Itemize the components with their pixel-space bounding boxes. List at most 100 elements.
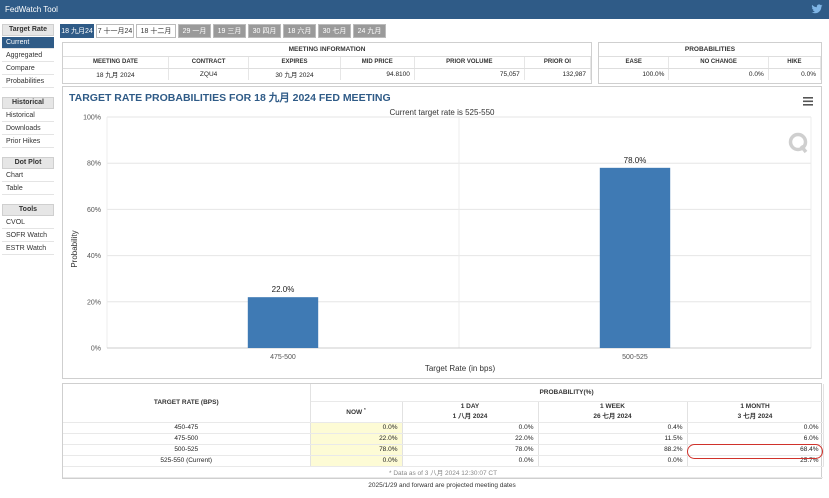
data-as-of-note: * Data as of 3 八月 2024 12:30:07 CT bbox=[63, 466, 824, 478]
meeting-info-title: MEETING INFORMATION bbox=[63, 43, 591, 57]
tab-meeting-4[interactable]: 29 一月25 bbox=[178, 24, 211, 49]
header-no-change: NO CHANGE bbox=[668, 57, 769, 69]
y-tick-label: 100% bbox=[83, 115, 101, 122]
x-tick-label: 500-525 bbox=[622, 354, 648, 361]
y-tick-label: 0% bbox=[91, 346, 101, 353]
probabilities-title: PROBABILITIES bbox=[599, 43, 821, 57]
probabilities-panel: PROBABILITIES EASE NO CHANGE HIKE 100.0%… bbox=[598, 42, 822, 84]
bar-data-label: 78.0% bbox=[624, 156, 647, 165]
header-contract: CONTRACT bbox=[168, 57, 250, 69]
projection-footnote: 2025/1/29 and forward are projected meet… bbox=[368, 482, 516, 489]
chart-subtitle: Current target rate is 525-550 bbox=[390, 108, 495, 117]
one-week-cell: 11.5% bbox=[538, 433, 688, 445]
header-ease: EASE bbox=[599, 57, 670, 69]
bar-475-500[interactable] bbox=[247, 297, 319, 348]
chart-title: TARGET RATE PROBABILITIES FOR 18 九月 2024… bbox=[69, 91, 391, 104]
y-tick-label: 80% bbox=[87, 161, 101, 168]
header-probability-group: PROBABILITY(%) bbox=[310, 384, 824, 402]
probability-chart: TARGET RATE PROBABILITIES FOR 18 九月 2024… bbox=[69, 91, 813, 373]
table-row: 450-475 0.0% 0.0% 0.4% 0.0% bbox=[63, 422, 824, 434]
chart-xlabel: Target Rate (in bps) bbox=[425, 364, 496, 373]
sidebar-heading-dot-plot: Dot Plot bbox=[2, 157, 54, 169]
header-hike: HIKE bbox=[768, 57, 822, 69]
tab-meeting-5[interactable]: 19 三月25 bbox=[213, 24, 246, 49]
y-tick-label: 40% bbox=[87, 253, 101, 260]
tab-meeting-1[interactable]: 18 九月24 bbox=[60, 24, 94, 38]
header-1-week: 1 WEEK 26 七月 2024 bbox=[538, 401, 688, 423]
now-cell: 0.0% bbox=[310, 422, 403, 434]
tab-meeting-9[interactable]: 24 九月25 bbox=[353, 24, 386, 49]
table-row: 500-525 78.0% 78.0% 88.2% 68.4% bbox=[63, 444, 824, 456]
hike-value: 0.0% bbox=[768, 68, 822, 80]
one-day-cell: 0.0% bbox=[402, 422, 539, 434]
app-title: FedWatch Tool bbox=[5, 5, 58, 14]
bar-data-label: 22.0% bbox=[272, 285, 295, 294]
expires-value: 30 九月 2024 bbox=[248, 68, 341, 80]
rate-cell: 500-525 bbox=[63, 444, 311, 456]
y-tick-label: 20% bbox=[87, 299, 101, 306]
one-day-cell: 0.0% bbox=[402, 455, 539, 467]
no-change-value: 0.0% bbox=[668, 68, 769, 80]
one-week-cell: 0.4% bbox=[538, 422, 688, 434]
one-day-cell: 78.0% bbox=[402, 444, 539, 456]
prior-volume-value: 75,057 bbox=[414, 68, 525, 80]
sidebar-item-cvol[interactable]: CVOL bbox=[2, 217, 54, 229]
title-bar: FedWatch Tool bbox=[0, 0, 829, 19]
chart-panel: TARGET RATE PROBABILITIES FOR 18 九月 2024… bbox=[62, 86, 822, 379]
one-month-cell: 0.0% bbox=[687, 422, 824, 434]
meeting-info-table: MEETING DATE CONTRACT EXPIRES MID PRICE … bbox=[63, 57, 592, 80]
now-note-mark: * bbox=[363, 406, 366, 412]
sidebar-item-estr-watch[interactable]: ESTR Watch bbox=[2, 243, 54, 255]
mid-price-value: 94.8100 bbox=[340, 68, 415, 80]
one-week-cell: 0.0% bbox=[538, 455, 688, 467]
rate-cell: 475-500 bbox=[63, 433, 311, 445]
sidebar-item-downloads[interactable]: Downloads bbox=[2, 123, 54, 135]
chart-ylabel: Probability bbox=[70, 230, 79, 267]
header-now: NOW * bbox=[310, 401, 403, 423]
sidebar-item-chart[interactable]: Chart bbox=[2, 170, 54, 182]
contract-value: ZQU4 bbox=[168, 68, 250, 80]
chart-menu-icon[interactable] bbox=[803, 97, 813, 106]
header-prior-oi: PRIOR OI bbox=[524, 57, 592, 69]
sidebar-item-historical[interactable]: Historical bbox=[2, 110, 54, 122]
sidebar-item-current[interactable]: Current bbox=[2, 37, 54, 49]
probability-table-panel: TARGET RATE (BPS) PROBABILITY(%) NOW * 1… bbox=[62, 383, 824, 479]
meeting-date-value: 18 九月 2024 bbox=[63, 68, 169, 80]
sidebar-heading-target-rate: Target Rate bbox=[2, 24, 54, 36]
rate-cell: 525-550 (Current) bbox=[63, 455, 311, 467]
now-cell: 0.0% bbox=[310, 455, 403, 467]
probabilities-table: EASE NO CHANGE HIKE 100.0% 0.0% 0.0% bbox=[599, 57, 822, 80]
sidebar-item-table[interactable]: Table bbox=[2, 183, 54, 195]
sidebar-item-compare[interactable]: Compare bbox=[2, 63, 54, 75]
sidebar-item-aggregated[interactable]: Aggregated bbox=[2, 50, 54, 62]
ease-value: 100.0% bbox=[599, 68, 670, 80]
now-cell: 78.0% bbox=[310, 444, 403, 456]
one-month-cell: 6.0% bbox=[687, 433, 824, 445]
tab-meeting-6[interactable]: 30 四月25 bbox=[248, 24, 281, 49]
tab-meeting-7[interactable]: 18 六月25 bbox=[283, 24, 316, 49]
sidebar: Target Rate Current Aggregated Compare P… bbox=[0, 22, 56, 492]
now-cell: 22.0% bbox=[310, 433, 403, 445]
tab-meeting-2[interactable]: 7 十一月24 bbox=[96, 24, 134, 38]
twitter-icon[interactable] bbox=[811, 3, 823, 15]
one-month-cell: 25.7% bbox=[687, 455, 824, 467]
table-row: 475-500 22.0% 22.0% 11.5% 6.0% bbox=[63, 433, 824, 445]
meeting-info-panel: MEETING INFORMATION MEETING DATE CONTRAC… bbox=[62, 42, 592, 84]
sidebar-item-prior-hikes[interactable]: Prior Hikes bbox=[2, 136, 54, 148]
table-row: 525-550 (Current) 0.0% 0.0% 0.0% 25.7% bbox=[63, 455, 824, 467]
highlight-annotation bbox=[687, 444, 823, 459]
prior-oi-value: 132,987 bbox=[524, 68, 592, 80]
sidebar-heading-tools: Tools bbox=[2, 204, 54, 216]
tab-meeting-8[interactable]: 30 七月25 bbox=[318, 24, 351, 49]
rate-cell: 450-475 bbox=[63, 422, 311, 434]
header-mid-price: MID PRICE bbox=[340, 57, 415, 69]
probability-table: TARGET RATE (BPS) PROBABILITY(%) NOW * 1… bbox=[63, 384, 824, 478]
bar-500-525[interactable] bbox=[599, 167, 671, 348]
tab-meeting-3[interactable]: 18 十二月24 bbox=[136, 24, 176, 49]
q-watermark-icon bbox=[788, 132, 808, 154]
x-tick-label: 475-500 bbox=[270, 354, 296, 361]
header-1-month: 1 MONTH 3 七月 2024 bbox=[687, 401, 824, 423]
sidebar-item-sofr-watch[interactable]: SOFR Watch bbox=[2, 230, 54, 242]
sidebar-item-probabilities[interactable]: Probabilities bbox=[2, 76, 54, 88]
one-day-cell: 22.0% bbox=[402, 433, 539, 445]
